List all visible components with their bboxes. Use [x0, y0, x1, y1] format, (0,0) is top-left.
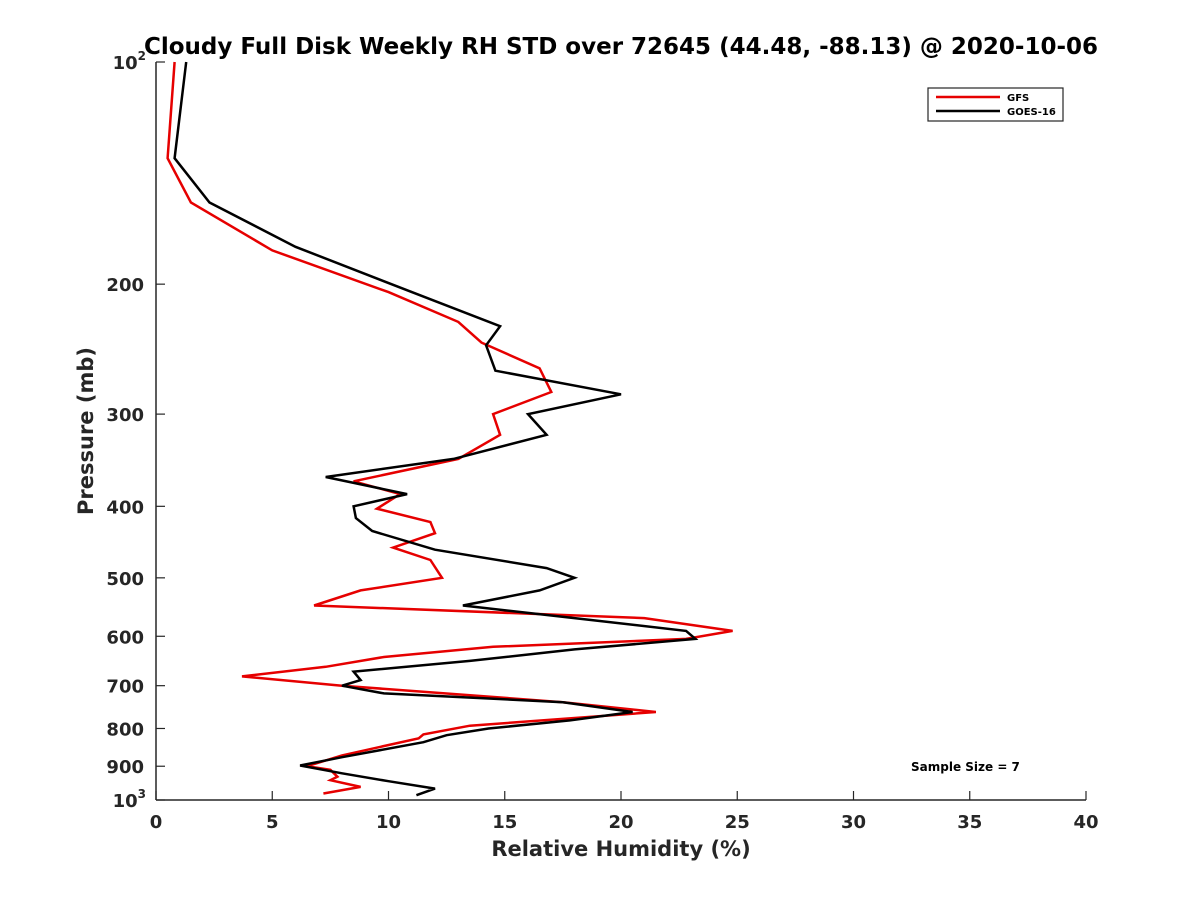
y-tick-label: 900	[106, 757, 144, 778]
chart-title: Cloudy Full Disk Weekly RH STD over 7264…	[144, 34, 1098, 60]
y-tick-label: 102	[113, 49, 146, 74]
legend-label-goes-16: GOES-16	[1007, 107, 1056, 118]
y-tick-label: 103	[113, 787, 146, 812]
x-tick-label: 30	[841, 812, 866, 833]
y-tick-label: 600	[106, 627, 144, 648]
y-axis-label: Pressure (mb)	[74, 347, 98, 515]
x-tick-label: 15	[492, 812, 517, 833]
y-tick-label: 300	[106, 405, 144, 426]
x-tick-label: 35	[957, 812, 982, 833]
series-layer	[166, 61, 733, 797]
legend-label-gfs: GFS	[1007, 93, 1029, 104]
y-tick-label: 700	[106, 677, 144, 698]
sample-size-annotation: Sample Size = 7	[911, 760, 1020, 774]
x-tick-label: 40	[1073, 812, 1098, 833]
x-tick-label: 20	[608, 812, 633, 833]
x-ticks: 0 5 10 15 20 25 30 35 40	[150, 791, 1099, 833]
series-line-gfs	[166, 61, 733, 795]
x-tick-label: 0	[150, 812, 163, 833]
x-tick-label: 10	[376, 812, 401, 833]
x-axis-label: Relative Humidity (%)	[491, 837, 750, 861]
x-tick-label: 5	[266, 812, 279, 833]
y-tick-label: 500	[106, 569, 144, 590]
legend-box	[927, 87, 1064, 122]
plot-area	[156, 62, 1086, 800]
y-tick-label: 200	[106, 275, 144, 296]
y-tick-label: 400	[106, 497, 144, 518]
y-ticks: 102 200 300 400 500 600 700 800 900 103	[106, 49, 165, 812]
x-tick-label: 25	[725, 812, 750, 833]
series-line-goes-16	[173, 61, 699, 797]
legend: GFS GOES-16	[927, 87, 1064, 122]
y-tick-label: 800	[106, 719, 144, 740]
